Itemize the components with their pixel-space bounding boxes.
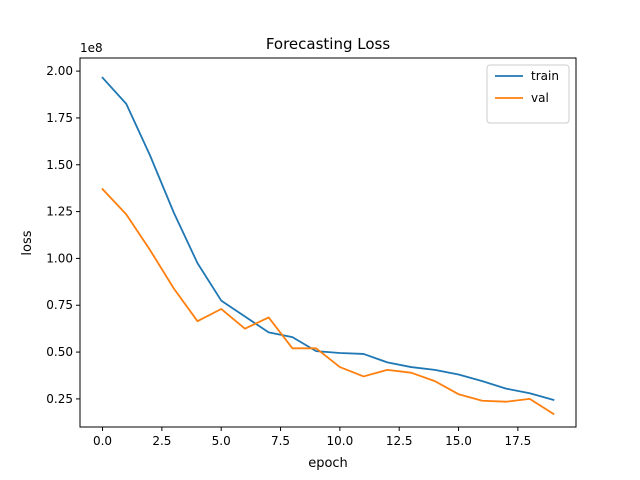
y-tick-label: 2.00 xyxy=(46,64,73,78)
x-tick-label: 15.0 xyxy=(445,434,472,448)
x-tick-label: 17.5 xyxy=(504,434,531,448)
legend-label-train: train xyxy=(531,69,559,83)
y-tick-label: 1.00 xyxy=(46,251,73,265)
x-tick-label: 7.5 xyxy=(271,434,290,448)
y-offset-label: 1e8 xyxy=(80,41,103,55)
y-tick-label: 0.50 xyxy=(46,345,73,359)
x-tick-label: 12.5 xyxy=(386,434,413,448)
legend-label-val: val xyxy=(531,91,549,105)
legend-box xyxy=(486,64,570,124)
y-tick-label: 1.50 xyxy=(46,158,73,172)
series-line-train xyxy=(101,76,555,401)
x-axis-label: epoch xyxy=(308,456,348,471)
legend: train val xyxy=(486,64,570,124)
y-tick-label: 0.25 xyxy=(46,392,73,406)
x-axis: 0.0 2.5 5.0 7.5 10.0 12.5 15.0 17.5 xyxy=(93,427,531,448)
y-axis-label: loss xyxy=(20,230,35,255)
y-tick-label: 1.75 xyxy=(46,111,73,125)
plot-frame xyxy=(79,57,577,428)
x-tick-label: 0.0 xyxy=(93,434,112,448)
x-tick-label: 2.5 xyxy=(152,434,171,448)
chart-title: Forecasting Loss xyxy=(266,35,391,53)
x-tick-label: 5.0 xyxy=(212,434,231,448)
y-tick-label: 1.25 xyxy=(46,205,73,219)
y-axis: 0.25 0.50 0.75 1.00 1.25 1.50 1.75 2.00 xyxy=(46,64,80,406)
x-tick-label: 10.0 xyxy=(327,434,354,448)
series-layer xyxy=(101,76,555,416)
y-tick-label: 0.75 xyxy=(46,298,73,312)
series-line-val xyxy=(101,187,555,416)
